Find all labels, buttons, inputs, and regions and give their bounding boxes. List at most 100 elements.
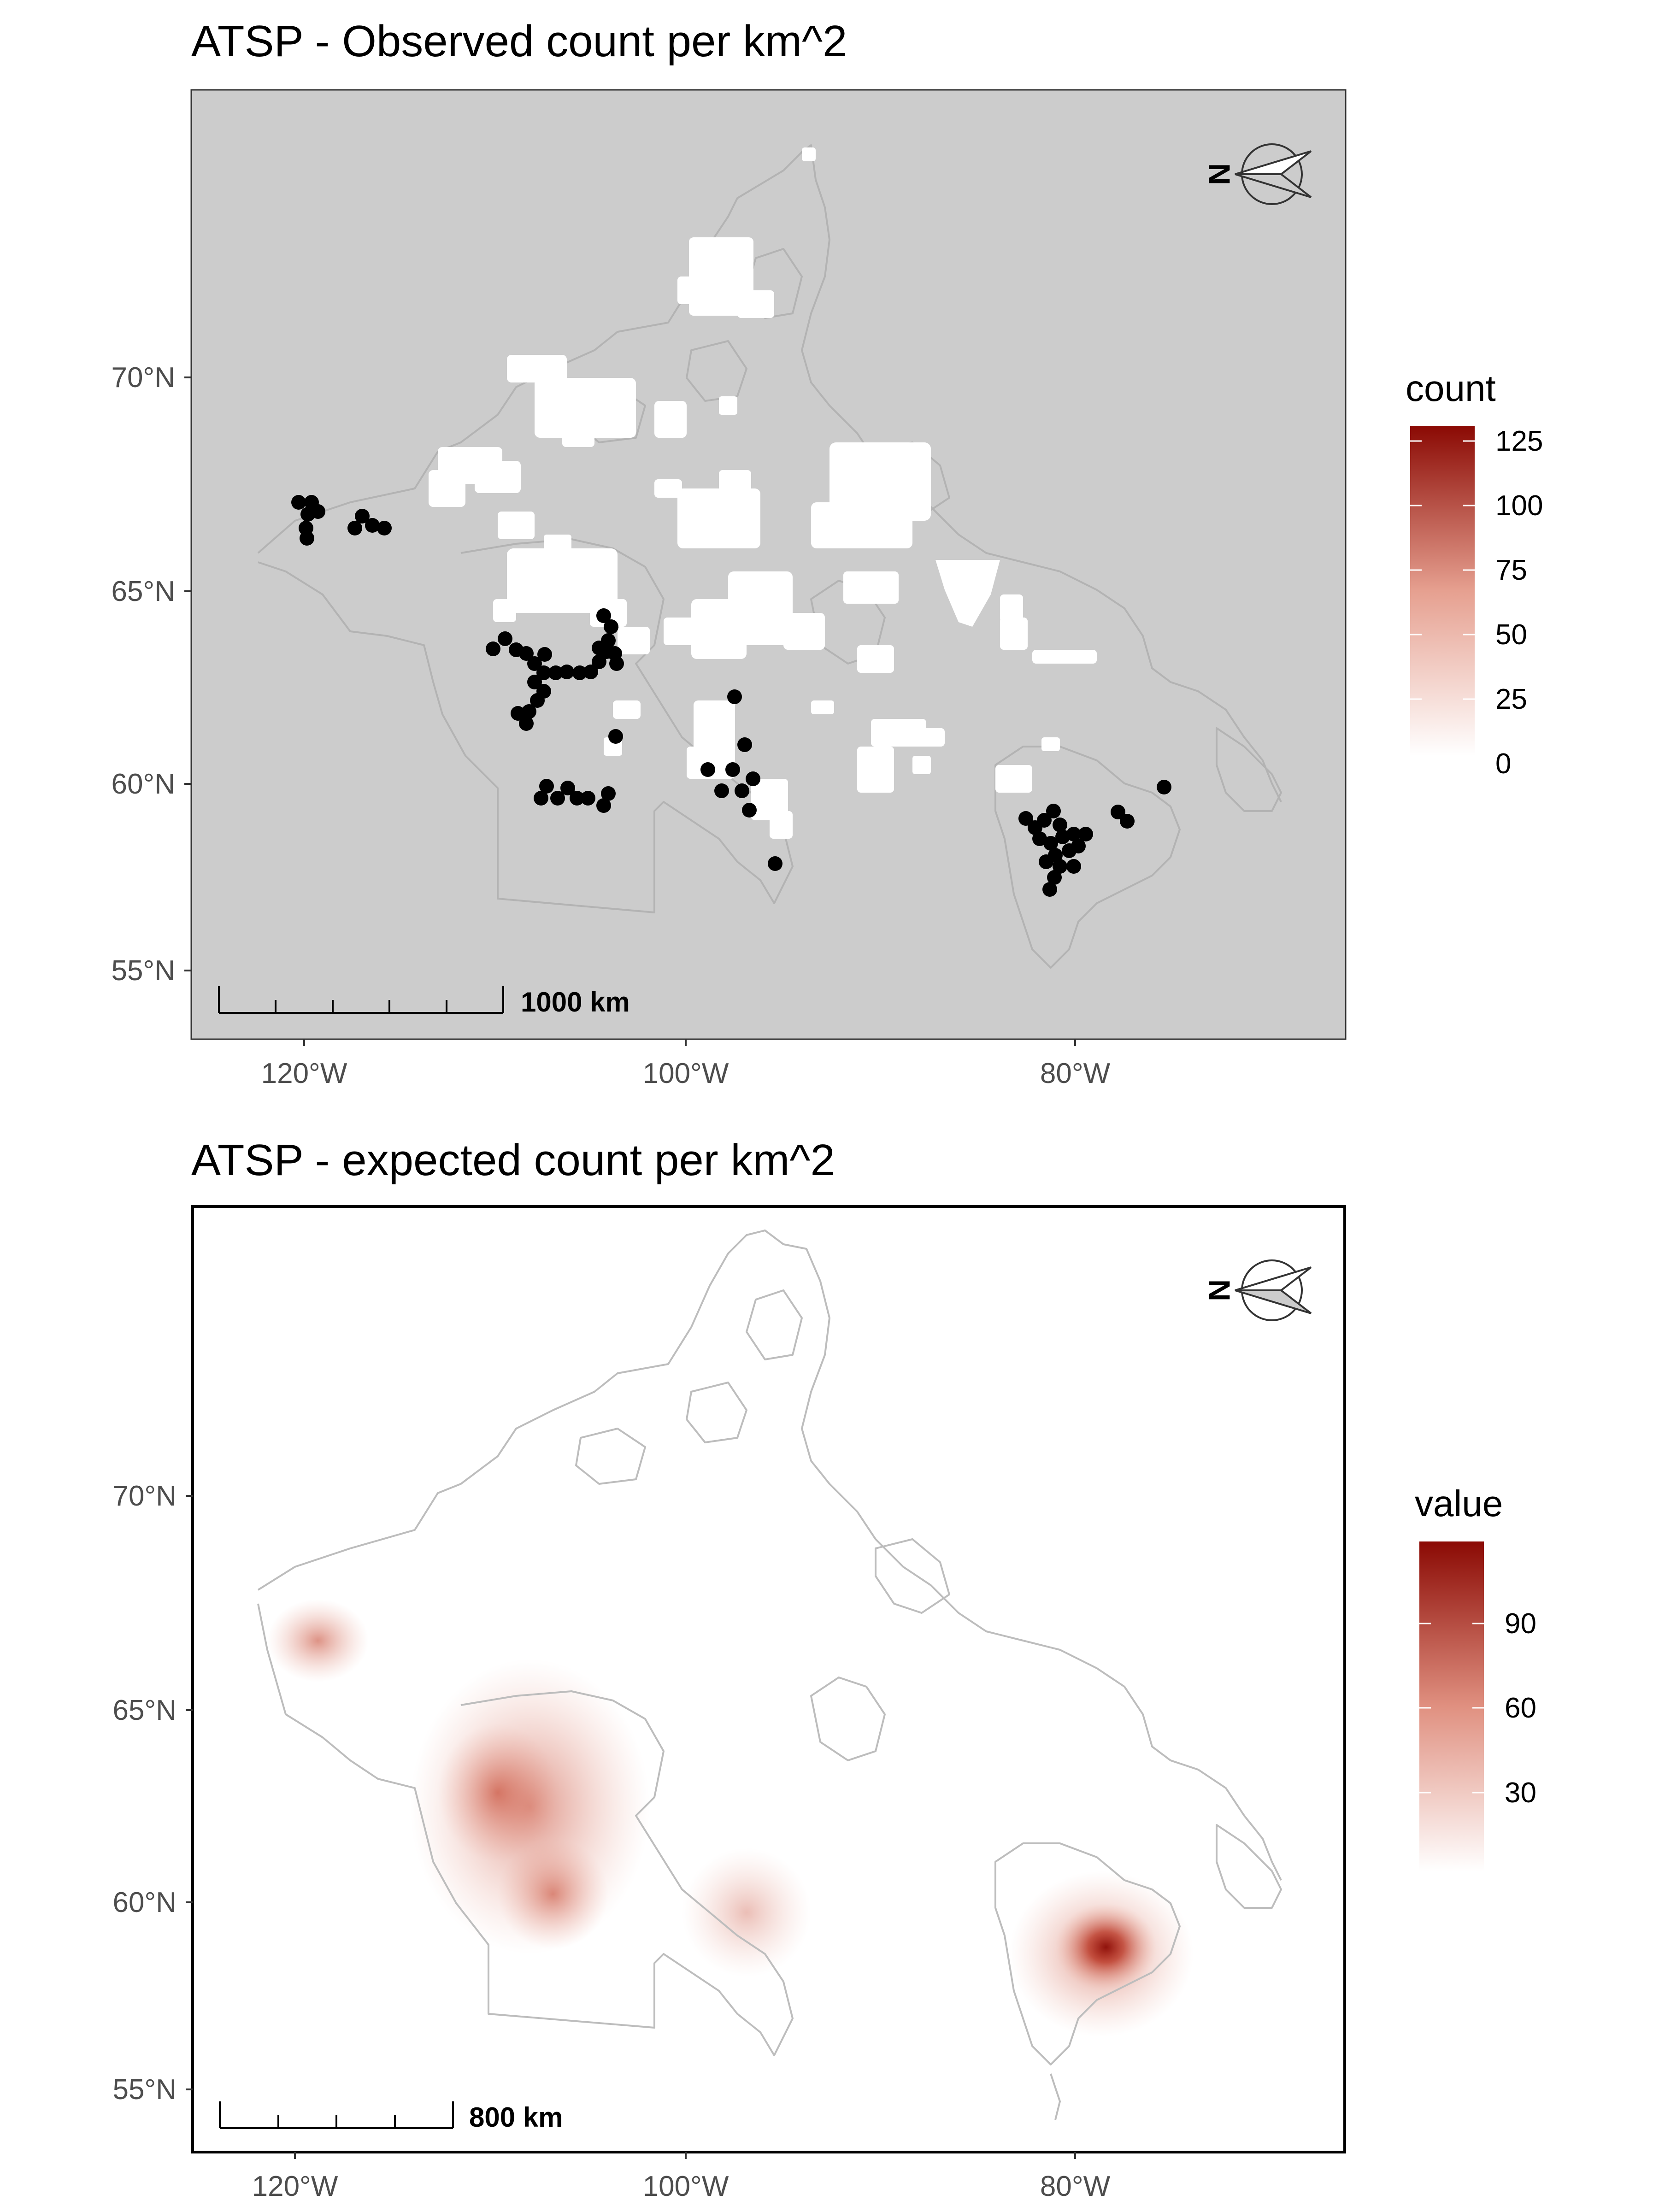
observation-point <box>608 729 623 744</box>
observation-point <box>604 619 618 634</box>
observation-point <box>1111 805 1125 819</box>
x-tick-label: 100°W <box>643 1058 729 1089</box>
legend-label: 75 <box>1495 554 1527 586</box>
observation-point <box>596 798 611 813</box>
observation-point <box>1053 859 1067 874</box>
observation-point <box>1046 804 1061 818</box>
legend-colorbar <box>1410 426 1475 756</box>
observation-point <box>291 495 306 510</box>
observation-point <box>583 665 598 679</box>
hex-cluster <box>811 700 834 714</box>
observation-point <box>539 779 554 794</box>
hex-cluster <box>719 396 737 415</box>
land-outline <box>257 1230 1282 2120</box>
hex-cluster <box>677 488 760 548</box>
observation-point <box>570 791 584 806</box>
observation-point <box>742 803 757 818</box>
observation-point <box>559 665 574 679</box>
legend-label: 60 <box>1505 1692 1536 1724</box>
observation-point <box>550 791 565 806</box>
y-tick-label: 55°N <box>112 2074 176 2106</box>
hex-cluster <box>618 627 650 654</box>
hex-cluster <box>562 429 594 447</box>
observation-point <box>1047 870 1062 885</box>
x-axis: 120°W 100°W 80°W <box>252 2152 1111 2202</box>
observation-point <box>1120 814 1135 829</box>
hex-cluster <box>935 560 1000 627</box>
observation-point <box>1032 831 1047 846</box>
observation-point <box>1066 859 1081 874</box>
hex-cluster <box>908 728 945 747</box>
density-hotspot <box>267 1599 369 1682</box>
hex-cluster <box>843 571 899 604</box>
y-tick-label: 65°N <box>111 576 175 607</box>
hex-cluster <box>857 645 894 673</box>
north-label: N <box>1202 1279 1236 1301</box>
scale-label: 1000 km <box>521 987 630 1018</box>
observation-point <box>737 737 752 752</box>
observation-point <box>498 631 512 646</box>
legend-title: value <box>1415 1483 1503 1524</box>
observation-point <box>572 665 587 680</box>
y-axis: 70°N 65°N 60°N 55°N <box>111 362 191 987</box>
north-arrow-icon: N <box>1202 1259 1312 1321</box>
observed-panel: ATSP - Observed count per km^2 <box>111 17 1543 1089</box>
legend-label: 0 <box>1495 748 1511 780</box>
density-hotspot <box>498 1839 608 1949</box>
observation-point <box>511 706 525 721</box>
hex-cluster <box>751 779 788 820</box>
legend-label: 125 <box>1495 425 1543 457</box>
hex-cluster <box>899 488 926 516</box>
legend-colorbar <box>1419 1541 1484 1871</box>
observation-point <box>522 704 536 719</box>
observation-point <box>377 521 392 535</box>
hex-cluster <box>737 290 774 318</box>
observation-point <box>519 646 534 661</box>
north-label: N <box>1202 163 1236 185</box>
scale-bar-icon <box>218 986 504 1014</box>
expected-panel: ATSP - expected count per km^2 <box>112 1135 1536 2202</box>
observation-point <box>537 647 552 662</box>
hex-cluster <box>1041 737 1060 751</box>
legend-label: 50 <box>1495 619 1527 651</box>
observation-point <box>1053 818 1067 832</box>
hex-cluster <box>857 747 894 793</box>
legend-label: 30 <box>1505 1777 1536 1809</box>
observation-point <box>300 531 314 546</box>
panel-title: ATSP - expected count per km^2 <box>191 1135 835 1185</box>
y-tick-label: 70°N <box>112 1480 176 1512</box>
observation-point <box>355 509 370 524</box>
scale-label: 800 km <box>469 2102 563 2133</box>
observation-point <box>1157 780 1171 794</box>
observation-point <box>1055 830 1070 844</box>
observation-point <box>560 781 575 795</box>
hex-cluster <box>995 765 1032 793</box>
observation-point <box>1066 827 1081 841</box>
hex-cluster <box>719 470 751 493</box>
hex-cluster <box>802 147 816 161</box>
observation-point <box>714 783 729 798</box>
observation-point <box>609 656 624 671</box>
hex-cluster <box>507 548 618 613</box>
observation-point <box>1037 813 1052 828</box>
observation-point <box>727 689 742 704</box>
legend-label: 25 <box>1495 683 1527 715</box>
observation-point <box>601 786 616 801</box>
expected-density <box>267 1599 1194 2037</box>
observation-point <box>1042 882 1057 897</box>
x-tick-label: 80°W <box>1040 1058 1111 1089</box>
hex-cluster <box>475 461 521 493</box>
hex-cluster <box>811 502 912 548</box>
y-tick-label: 60°N <box>111 768 175 800</box>
observation-point <box>596 608 611 623</box>
hex-cluster <box>664 618 700 645</box>
observation-point <box>592 641 606 655</box>
y-tick-label: 70°N <box>111 362 175 394</box>
panel-title: ATSP - Observed count per km^2 <box>191 17 847 66</box>
x-axis: 120°W 100°W 80°W <box>261 1039 1111 1089</box>
density-peak <box>1055 1903 1157 1991</box>
observation-point <box>725 762 740 777</box>
map-background <box>191 1205 1346 2153</box>
hex-cluster <box>770 811 793 839</box>
hex-cluster <box>535 378 636 438</box>
